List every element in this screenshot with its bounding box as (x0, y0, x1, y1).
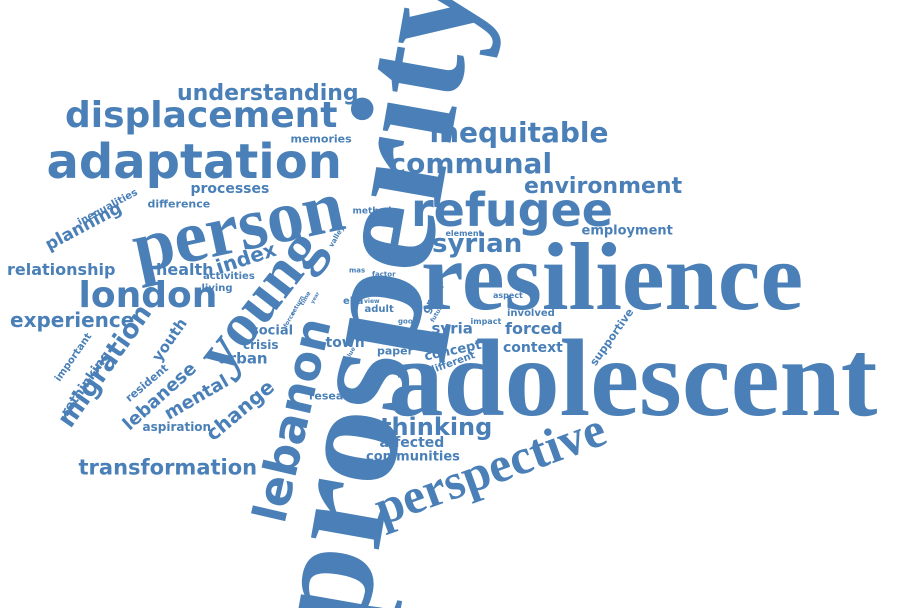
word-syrian: syrian (432, 229, 523, 259)
word-forced: forced (505, 319, 563, 338)
word-communities: communities (366, 449, 460, 465)
word-element: element (445, 229, 483, 238)
word-health: health (156, 260, 214, 279)
word-resilience: resilience (421, 223, 804, 330)
word-mas: mas (349, 266, 366, 275)
word-aspect: aspect (493, 291, 523, 300)
word-displacement: displacement (65, 95, 338, 136)
word-environment: environment (524, 174, 683, 199)
word-experience: experience (10, 308, 135, 332)
word-syria: syria (431, 319, 473, 338)
word-communal: communal (389, 147, 553, 180)
word-research: research (309, 389, 364, 403)
word-difference: difference (147, 197, 211, 211)
word-crisis: crisis (243, 338, 279, 352)
word-paper: paper (377, 344, 414, 358)
word-memories: memories (290, 132, 352, 146)
word-adolescent: adolescent (388, 317, 878, 439)
word-inequitable: inequitable (429, 116, 609, 149)
word-adult: adult (364, 304, 394, 315)
word-thinking: thinking (380, 413, 493, 441)
word-context: context (503, 340, 563, 356)
word-relationship: relationship (7, 260, 116, 279)
word-understanding: understanding (177, 81, 359, 106)
word-good: good (398, 317, 418, 326)
word-impact: impact (470, 317, 502, 326)
word-refugee: refugee (411, 183, 613, 237)
word-view: view (364, 298, 380, 305)
word-involved: involved (507, 308, 555, 319)
word-factor: factor (372, 270, 396, 279)
word-london: london (78, 275, 218, 316)
word-town: town (325, 335, 365, 351)
word-urban: urban (218, 349, 268, 368)
word-employment: employment (581, 223, 673, 239)
word-activities: activities (203, 271, 255, 282)
word-elia: elia (343, 296, 364, 307)
word-affected: affected (379, 435, 445, 451)
word-living: living (201, 283, 233, 294)
word-transformation: transformation (78, 455, 258, 480)
word-method: method (352, 206, 392, 217)
word-adaptation: adaptation (46, 134, 342, 190)
word-social: social (251, 323, 294, 339)
word-processes: processes (190, 181, 270, 197)
word-aspiration: aspiration (142, 420, 212, 434)
